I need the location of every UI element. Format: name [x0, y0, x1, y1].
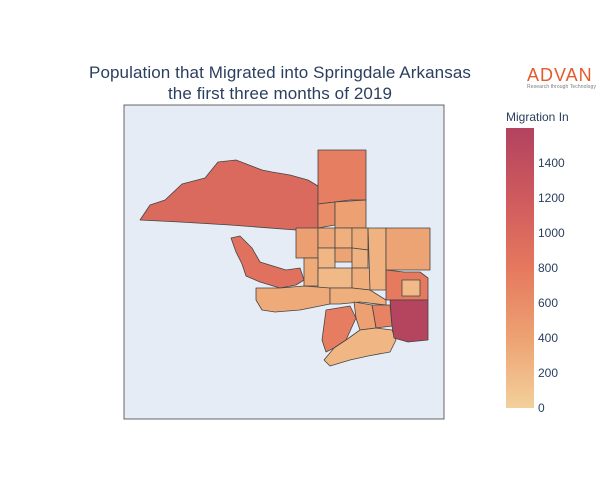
region-northwest[interactable]	[139, 159, 319, 233]
region-west-wedge[interactable]	[230, 235, 305, 289]
colorbar-tick-label: 1000	[538, 226, 565, 240]
chart-title: Population that Migrated into Springdale…	[89, 63, 471, 82]
region-north-top[interactable]	[317, 149, 367, 205]
region-southeast-hot[interactable]	[389, 299, 429, 343]
colorbar-tick-label: 600	[538, 296, 559, 310]
colorbar-tick-label: 1400	[538, 156, 565, 170]
colorbar-title: Migration In	[506, 110, 569, 124]
region-north-mid[interactable]	[317, 201, 336, 229]
chart-subtitle: the first three months of 2019	[167, 84, 393, 103]
colorbar-tick-label: 1200	[538, 191, 565, 205]
logo-wordmark: ADVAN	[527, 65, 593, 85]
region-center-3[interactable]	[351, 227, 369, 251]
region-center-10[interactable]	[367, 227, 387, 291]
region-center-1[interactable]	[317, 227, 336, 249]
region-center-7[interactable]	[303, 257, 319, 287]
region-center-6[interactable]	[351, 247, 369, 269]
colorbar-tick-label: 0	[538, 401, 545, 415]
region-west-center[interactable]	[295, 227, 319, 259]
region-center-4[interactable]	[317, 247, 336, 269]
region-center-5[interactable]	[334, 247, 353, 263]
region-east-small[interactable]	[401, 279, 421, 297]
colorbar-tick-label: 800	[538, 261, 559, 275]
region-south-bottom[interactable]	[323, 327, 397, 367]
region-center-8[interactable]	[317, 267, 353, 289]
region-southwest[interactable]	[255, 285, 331, 313]
colorbar-tick-label: 200	[538, 366, 559, 380]
colorbar-tick-label: 400	[538, 331, 559, 345]
advan-logo: ADVAN Research through Technology	[527, 65, 597, 90]
region-north-small[interactable]	[334, 199, 367, 229]
region-center-2[interactable]	[334, 227, 353, 249]
region-east-upper[interactable]	[385, 227, 431, 271]
region-center-9[interactable]	[351, 267, 371, 291]
logo-tagline: Research through Technology	[527, 84, 597, 90]
